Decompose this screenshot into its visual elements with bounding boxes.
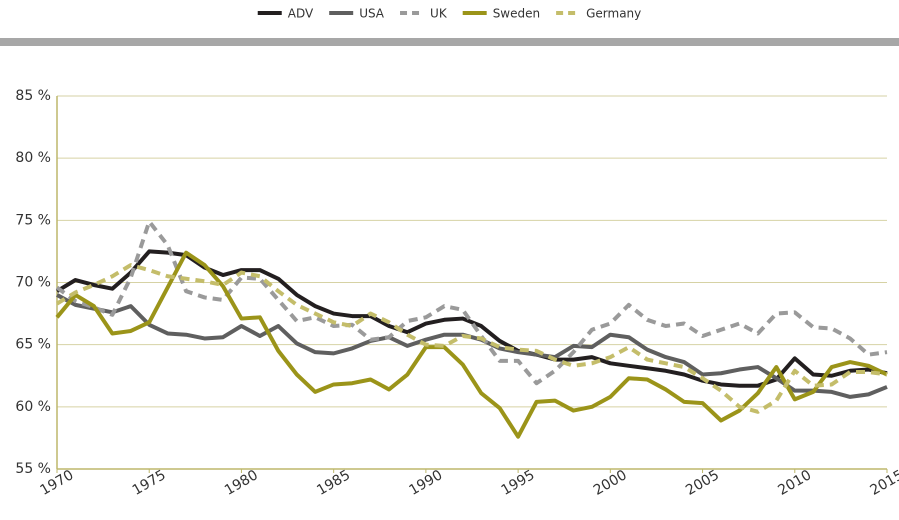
legend-label: UK [430, 7, 448, 21]
legend-item: ADV [257, 7, 314, 21]
series-line [55, 219, 888, 386]
legend-item: Sweden [462, 7, 540, 21]
y-tick-label: 75 % [15, 212, 51, 228]
y-tick-label: 60 % [15, 399, 51, 415]
legend-item: Germany [556, 7, 641, 21]
y-tick-label: 80 % [15, 150, 51, 166]
y-tick-label: 85 % [15, 88, 51, 104]
legend-label: USA [359, 7, 385, 21]
header-bar [0, 38, 899, 46]
series-line [55, 250, 888, 439]
y-tick-label: 70 % [15, 275, 51, 291]
legend-item: USA [329, 7, 385, 21]
series-line [56, 293, 888, 399]
legend-label: Germany [586, 7, 641, 21]
legend-label: ADV [288, 7, 314, 21]
legend-label: Sweden [493, 7, 540, 21]
y-tick-label: 65 % [15, 337, 51, 353]
legend-item: UK [400, 7, 448, 21]
x-tick-label: 2015 [868, 467, 899, 499]
series-line [55, 249, 888, 388]
legend: ADV USA UK Sweden Germany [257, 7, 641, 21]
y-tick-label: 55 % [15, 461, 51, 477]
